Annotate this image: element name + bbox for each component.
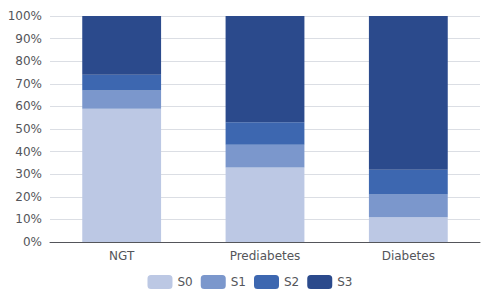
svg-text:S2: S2 (284, 275, 299, 289)
svg-text:90%: 90% (15, 32, 42, 46)
svg-text:50%: 50% (15, 122, 42, 136)
svg-text:30%: 30% (15, 167, 42, 181)
svg-text:20%: 20% (15, 190, 42, 204)
svg-text:Prediabetes: Prediabetes (230, 249, 301, 263)
svg-text:40%: 40% (15, 145, 42, 159)
svg-text:70%: 70% (15, 77, 42, 91)
svg-text:S1: S1 (231, 275, 246, 289)
svg-text:80%: 80% (15, 54, 42, 68)
svg-text:10%: 10% (15, 212, 42, 226)
svg-text:S3: S3 (337, 275, 352, 289)
svg-text:0%: 0% (23, 235, 42, 249)
svg-text:100%: 100% (8, 9, 42, 23)
svg-text:Diabetes: Diabetes (382, 249, 435, 263)
svg-text:S0: S0 (177, 275, 192, 289)
svg-text:60%: 60% (15, 99, 42, 113)
svg-text:NGT: NGT (109, 249, 135, 263)
